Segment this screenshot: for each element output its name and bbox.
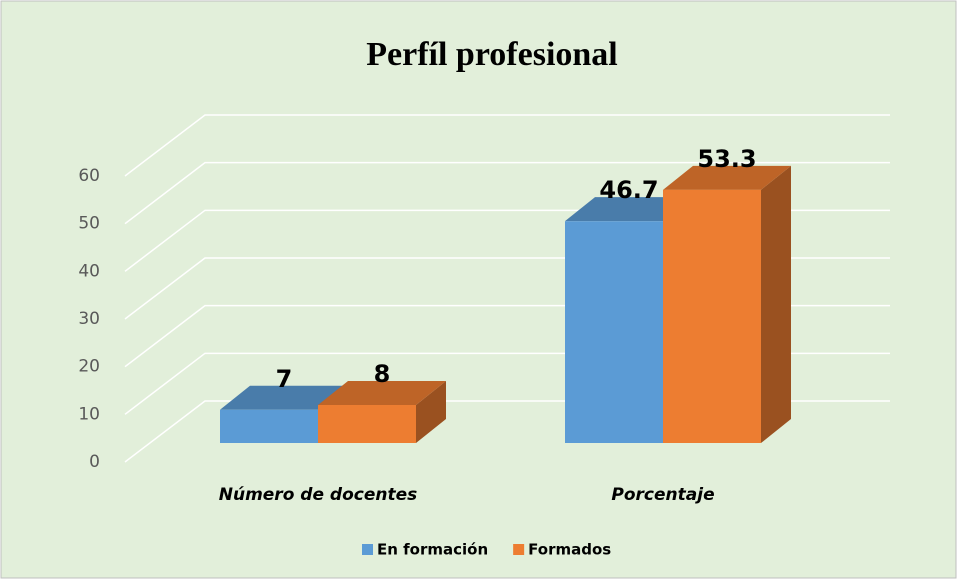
- bar: [663, 165, 791, 443]
- bar-face: [761, 165, 791, 443]
- bar-face: [318, 381, 446, 405]
- bar: [318, 381, 446, 443]
- y-tick-label: 30: [78, 309, 100, 329]
- data-label: 8: [374, 360, 391, 388]
- bar-face: [220, 385, 348, 410]
- bar-face: [220, 409, 318, 443]
- chart-title: Perfíl profesional: [366, 36, 618, 73]
- bar-face: [318, 405, 416, 443]
- grid-line: [124, 161, 890, 225]
- y-tick-label: 10: [78, 404, 100, 424]
- legend-swatch: [362, 544, 373, 555]
- y-tick-label: 40: [78, 261, 100, 281]
- bar-face: [416, 381, 446, 443]
- x-tick-label: Porcentaje: [611, 485, 714, 505]
- legend-label: En formación: [377, 541, 488, 559]
- bar-face: [565, 221, 663, 443]
- y-tick-label: 0: [89, 452, 100, 472]
- x-tick-label: Número de docentes: [219, 485, 418, 505]
- legend-label: Formados: [528, 541, 611, 559]
- y-tick-label: 20: [78, 357, 100, 377]
- legend-swatch: [513, 544, 525, 555]
- data-label: 46.7: [599, 176, 658, 204]
- data-label: 53.3: [697, 145, 756, 173]
- bar: [220, 385, 348, 443]
- data-label: 7: [276, 365, 293, 393]
- bar-face: [663, 189, 761, 443]
- y-tick-label: 50: [78, 214, 100, 234]
- bar-face: [663, 165, 791, 190]
- y-tick-label: 60: [78, 166, 100, 186]
- bar-face: [565, 197, 693, 222]
- grid-line: [124, 114, 890, 177]
